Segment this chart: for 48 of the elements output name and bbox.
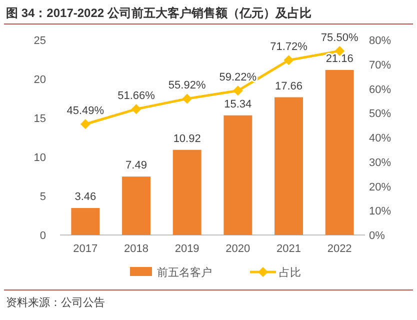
x-tick-label: 2020: [226, 243, 250, 255]
y2-tick-label: 60%: [369, 84, 392, 96]
y-tick-label: 0: [40, 230, 46, 242]
data-label: 71.72%: [270, 41, 308, 54]
x-tick-label: 2021: [276, 243, 301, 255]
data-label: 15.34: [224, 98, 252, 110]
data-label: 51.66%: [118, 90, 156, 102]
y2-tick-label: 50%: [369, 108, 392, 120]
y2-tick-label: 70%: [369, 59, 392, 72]
bar: [71, 208, 100, 235]
point: [182, 94, 192, 104]
data-label: 75.50%: [320, 32, 358, 44]
y-tick-label: 25: [34, 35, 46, 47]
y-tick-label: 15: [34, 113, 46, 125]
data-label: 17.66: [274, 80, 303, 92]
x-tick-label: 2017: [73, 243, 98, 255]
point: [80, 119, 90, 130]
legend-label: 前五名客户: [157, 266, 212, 279]
legend-label: 占比: [279, 266, 301, 279]
data-label: 21.16: [326, 52, 354, 65]
y2-tick-label: 80%: [369, 35, 392, 47]
y2-tick-label: 30%: [369, 156, 392, 169]
bar: [325, 70, 354, 235]
y-tick-label: 10: [34, 152, 46, 164]
data-label: 55.92%: [168, 80, 206, 92]
text: 资料来源：公司公告: [6, 296, 105, 309]
x-tick-label: 2018: [124, 243, 148, 255]
point: [131, 104, 142, 114]
bar: [172, 150, 202, 235]
data-label: 59.22%: [219, 72, 257, 84]
bar: [274, 97, 303, 235]
point: [232, 86, 243, 96]
x-tick-label: 2019: [174, 243, 200, 255]
y-tick-label: 5: [40, 191, 46, 203]
data-label: 45.49%: [66, 105, 104, 118]
y2-tick-label: 0%: [369, 230, 386, 242]
x-tick-label: 2022: [327, 243, 352, 255]
data-label: 7.49: [126, 160, 147, 172]
bar: [224, 115, 252, 235]
y2-tick-label: 20%: [369, 181, 392, 194]
data-label: 3.46: [74, 191, 96, 204]
y2-tick-label: 10%: [369, 206, 392, 218]
point: [284, 55, 294, 66]
bar: [122, 176, 150, 235]
y2-tick-label: 40%: [369, 132, 392, 144]
chart-title: 图 34：2017-2022 公司前五大客户销售额（亿元）及占比: [6, 6, 312, 20]
y-tick-label: 20: [34, 74, 46, 86]
data-label: 10.92: [173, 132, 201, 145]
